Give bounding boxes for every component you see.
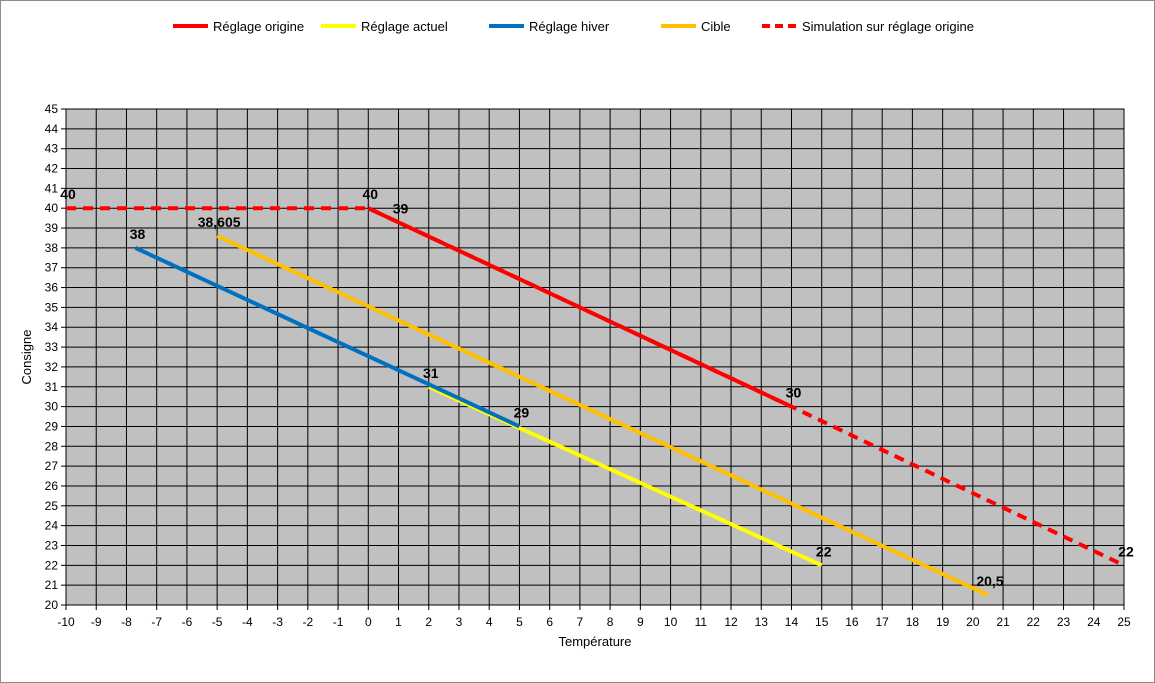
- y-tick-label: 40: [45, 201, 59, 215]
- y-axis-title: Consigne: [19, 330, 34, 385]
- x-tick-label: 15: [815, 615, 829, 629]
- y-tick-label: 42: [45, 162, 59, 176]
- legend-label-1: Réglage actuel: [361, 19, 448, 34]
- series-line-2: [134, 246, 521, 429]
- y-tick-label: 20: [45, 598, 59, 612]
- legend-label-0: Réglage origine: [213, 19, 304, 34]
- series-line-0: [367, 206, 793, 409]
- y-tick-label: 44: [45, 122, 59, 136]
- x-tick-label: 18: [906, 615, 920, 629]
- y-tick-label: 34: [45, 320, 59, 334]
- gridlines: [61, 108, 1125, 610]
- data-label: 40: [362, 186, 378, 202]
- tick-labels: -10 -9 -8 -7 -6 -5 -4 -3 -2 -1 0 1 2 3 4 5 6 7 8 9 10 11 12 13 1…: [45, 102, 1131, 629]
- x-tick-label: 19: [936, 615, 950, 629]
- x-tick-label: 10: [664, 615, 678, 629]
- y-tick-label: 38: [45, 241, 59, 255]
- data-label: 20,5: [976, 573, 1003, 589]
- y-tick-label: 28: [45, 439, 59, 453]
- x-axis-title: Température: [559, 634, 632, 649]
- data-label: 38: [130, 226, 146, 242]
- data-label: 30: [786, 385, 802, 401]
- x-tick-label: 24: [1087, 615, 1101, 629]
- x-tick-label: 4: [486, 615, 493, 629]
- x-tick-label: 6: [546, 615, 553, 629]
- data-label: 31: [423, 365, 439, 381]
- x-tick-label: 8: [607, 615, 614, 629]
- x-tick-label: 0: [365, 615, 372, 629]
- x-tick-label: 9: [637, 615, 644, 629]
- x-tick-label: -1: [333, 615, 344, 629]
- x-tick-label: 2: [425, 615, 432, 629]
- x-tick-label: -5: [212, 615, 223, 629]
- legend-label-3: Cible: [701, 19, 731, 34]
- x-tick-label: 20: [966, 615, 980, 629]
- y-tick-label: 32: [45, 360, 59, 374]
- y-tick-label: 39: [45, 221, 59, 235]
- y-tick-label: 41: [45, 181, 59, 195]
- y-tick-label: 29: [45, 419, 59, 433]
- x-tick-label: 17: [875, 615, 889, 629]
- x-tick-label: -6: [182, 615, 193, 629]
- y-tick-label: 27: [45, 459, 59, 473]
- y-tick-label: 23: [45, 538, 59, 552]
- data-label: 22: [816, 543, 832, 559]
- y-tick-label: 30: [45, 400, 59, 414]
- legend-label-2: Réglage hiver: [529, 19, 610, 34]
- x-tick-label: 5: [516, 615, 523, 629]
- y-tick-label: 24: [45, 519, 59, 533]
- y-tick-label: 36: [45, 281, 59, 295]
- legend: Réglage origine Réglage actuel Réglage hiv…: [173, 19, 974, 34]
- y-tick-label: 43: [45, 142, 59, 156]
- y-tick-label: 31: [45, 380, 59, 394]
- y-tick-label: 33: [45, 340, 59, 354]
- x-tick-label: 22: [1027, 615, 1041, 629]
- y-tick-label: 45: [45, 102, 59, 116]
- x-tick-label: 14: [785, 615, 799, 629]
- y-tick-label: 25: [45, 499, 59, 513]
- series-line-3: [216, 234, 989, 597]
- data-label: 39: [393, 200, 409, 216]
- plot-area: [65, 108, 1125, 606]
- x-tick-label: 16: [845, 615, 859, 629]
- series-layer: [66, 206, 1125, 597]
- x-tick-label: 7: [577, 615, 584, 629]
- data-label: 30: [786, 385, 802, 401]
- y-tick-label: 35: [45, 300, 59, 314]
- x-tick-label: -10: [57, 615, 75, 629]
- x-tick-label: -2: [302, 615, 313, 629]
- x-tick-label: 23: [1057, 615, 1071, 629]
- x-tick-label: -8: [121, 615, 132, 629]
- y-tick-label: 21: [45, 578, 59, 592]
- series-line-4: [66, 206, 1125, 568]
- y-tick-label: 37: [45, 261, 59, 275]
- x-tick-label: -9: [91, 615, 102, 629]
- y-tick-label: 22: [45, 558, 59, 572]
- data-label: 40: [60, 186, 76, 202]
- x-tick-label: 25: [1117, 615, 1131, 629]
- x-tick-label: 21: [996, 615, 1010, 629]
- x-tick-label: -4: [242, 615, 253, 629]
- legend-label-4: Simulation sur réglage origine: [802, 19, 974, 34]
- x-tick-label: -3: [272, 615, 283, 629]
- x-tick-label: -7: [151, 615, 162, 629]
- x-tick-label: 3: [456, 615, 463, 629]
- data-label: 29: [514, 404, 530, 420]
- x-tick-label: 1: [395, 615, 402, 629]
- y-tick-label: 26: [45, 479, 59, 493]
- data-label: 22: [1118, 543, 1134, 559]
- data-label: 38,605: [198, 214, 241, 230]
- x-tick-label: 11: [695, 615, 708, 629]
- x-tick-label: 12: [724, 615, 738, 629]
- x-tick-label: 13: [755, 615, 769, 629]
